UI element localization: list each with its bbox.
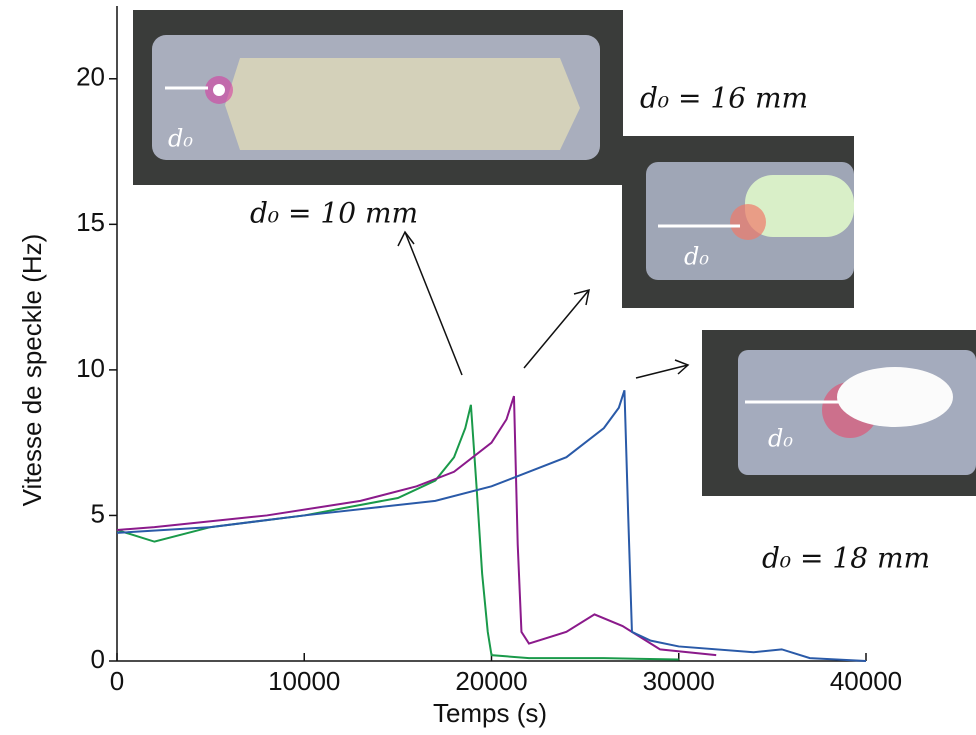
- y-tick-label: 10: [76, 353, 105, 383]
- inset-photo: [702, 330, 976, 496]
- x-tick-label: 0: [110, 666, 124, 696]
- inset-photo: [133, 10, 623, 185]
- data-line: [116, 395, 717, 657]
- x-tick-label: 30000: [643, 666, 715, 696]
- data-line: [116, 389, 867, 662]
- annotation: d₀ = 16 mm: [640, 82, 808, 115]
- x-tick-label: 40000: [830, 666, 902, 696]
- inset-label: d₀: [684, 243, 709, 271]
- y-tick-label: 15: [76, 207, 105, 237]
- inset-label: d₀: [768, 425, 793, 453]
- y-axis-label: Vitesse de speckle (Hz): [17, 234, 47, 507]
- x-axis-label: Temps (s): [433, 698, 547, 728]
- inset-label: d₀: [168, 125, 193, 153]
- y-tick-label: 20: [76, 62, 105, 92]
- annotation: d₀ = 18 mm: [762, 542, 930, 575]
- arrows: [397, 230, 690, 379]
- x-tick-label: 20000: [455, 666, 527, 696]
- x-tick-label: 10000: [268, 666, 340, 696]
- inset-photo: [622, 136, 854, 308]
- annotation: d₀ = 10 mm: [250, 197, 418, 230]
- data-line: [116, 404, 679, 661]
- y-tick-label: 0: [91, 644, 105, 674]
- y-tick-label: 5: [91, 498, 105, 528]
